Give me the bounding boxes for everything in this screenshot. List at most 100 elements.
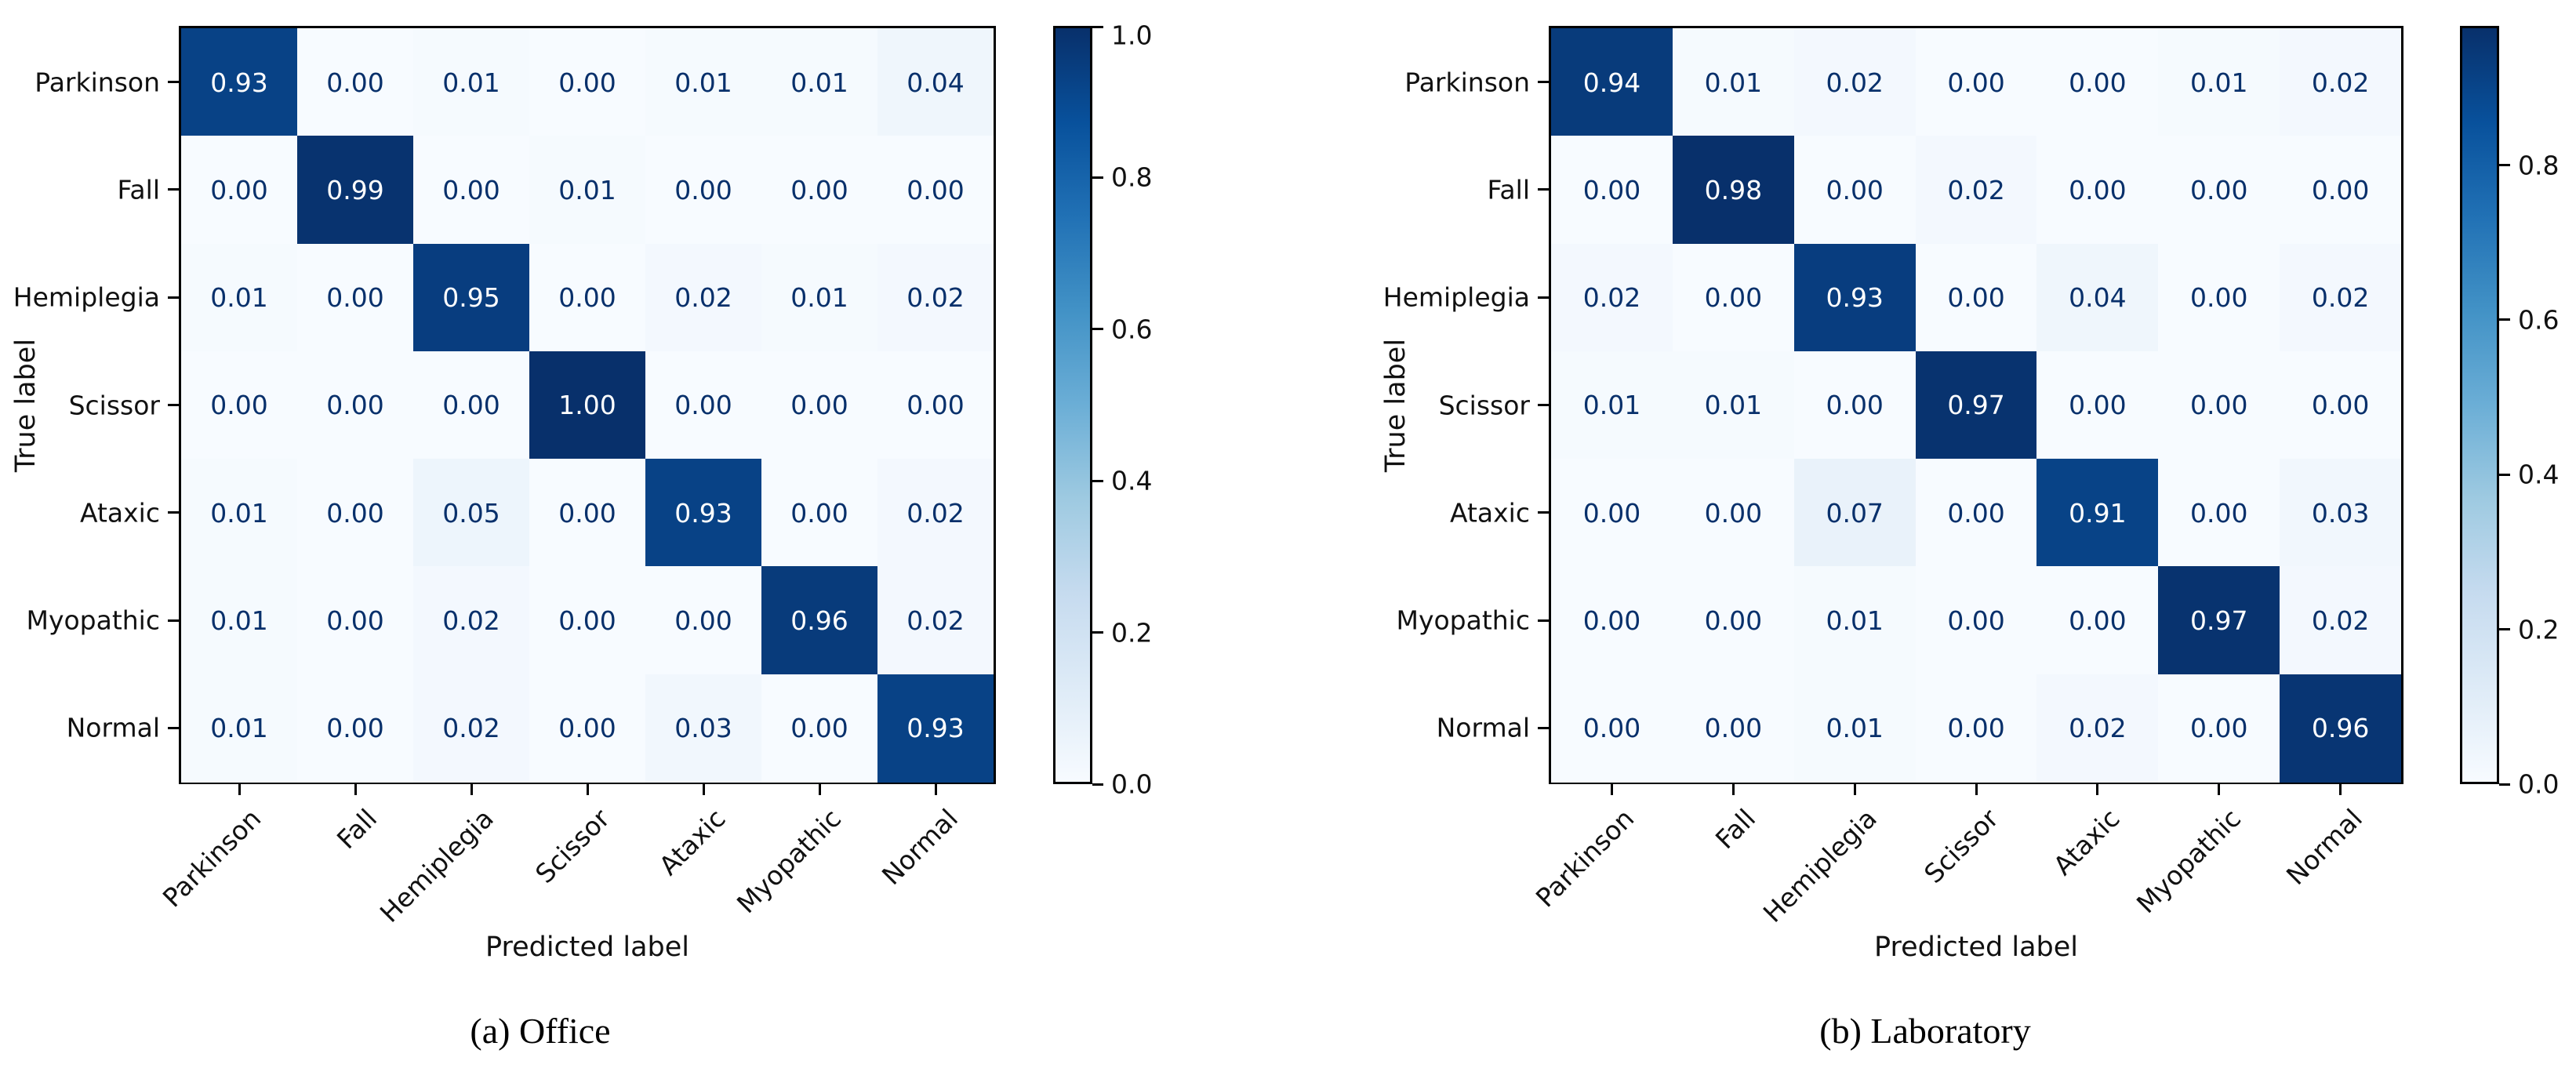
matrix-cell: 0.00	[1551, 674, 1673, 783]
matrix-cell: 0.00	[297, 459, 413, 568]
matrix-cell: 0.00	[645, 351, 761, 460]
x-tick-label: Myopathic	[2131, 803, 2247, 920]
matrix-cell: 0.99	[297, 136, 413, 245]
y-tick-label: Scissor	[68, 390, 160, 420]
matrix-cell: 0.02	[2280, 243, 2402, 352]
heatmap-plot-area: 0.93 0.00 0.01 0.00 0.01 0.01 0.04 0.00 0.99 0.00…	[179, 26, 996, 784]
matrix-cell: 0.00	[297, 243, 413, 352]
matrix-cell: 0.07	[1793, 459, 1916, 568]
matrix-cell: 0.01	[529, 136, 645, 245]
matrix-cell: 0.00	[529, 459, 645, 568]
matrix-cell: 0.00	[1672, 459, 1794, 568]
y-tick-label: Myopathic	[1396, 605, 1530, 636]
matrix-cell: 0.00	[761, 674, 877, 783]
matrix-cell: 0.05	[413, 459, 529, 568]
y-tick-label: Parkinson	[1404, 67, 1530, 98]
colorbar-tick	[1092, 631, 1103, 634]
colorbar-tick-label: 0.4	[2518, 459, 2560, 490]
matrix-cell: 0.01	[1672, 28, 1794, 136]
matrix-cell: 0.93	[181, 28, 297, 136]
matrix-cell: 0.00	[1793, 136, 1916, 245]
x-axis-tick	[702, 784, 705, 795]
matrix-cell: 0.00	[1551, 459, 1673, 568]
y-axis-tick	[1538, 81, 1549, 84]
matrix-cell: 0.00	[1672, 674, 1794, 783]
y-tick-label: Normal	[1436, 712, 1530, 743]
matrix-cell: 0.00	[2158, 136, 2280, 245]
matrix-cell: 0.00	[1793, 351, 1916, 460]
x-axis-tick	[470, 784, 473, 795]
matrix-cell: 0.02	[645, 243, 761, 352]
y-axis-tick	[168, 619, 179, 622]
x-axis-tick	[586, 784, 589, 795]
y-tick-label: Myopathic	[26, 605, 160, 636]
matrix-cell: 0.94	[1551, 28, 1673, 136]
matrix-cell: 0.00	[2158, 243, 2280, 352]
matrix-cell: 0.01	[181, 459, 297, 568]
matrix-cell: 0.00	[2036, 566, 2159, 675]
matrix-cell: 0.00	[2036, 136, 2159, 245]
matrix-cell: 0.00	[1915, 674, 2037, 783]
x-axis-tick	[1610, 784, 1613, 795]
x-tick-label: Parkinson	[1529, 803, 1640, 914]
y-axis-label: True label	[10, 338, 42, 472]
matrix-cell: 0.01	[413, 28, 529, 136]
matrix-cell: 0.00	[877, 136, 994, 245]
y-axis-tick	[168, 188, 179, 191]
matrix-cell: 0.00	[1672, 243, 1794, 352]
matrix-cell: 0.02	[1551, 243, 1673, 352]
colorbar-tick-label: 0.4	[1111, 465, 1153, 496]
matrix-cell: 0.00	[877, 351, 994, 460]
x-axis-tick	[934, 784, 937, 795]
matrix-cell: 0.00	[297, 674, 413, 783]
matrix-cell: 0.00	[529, 566, 645, 675]
y-axis-tick	[168, 726, 179, 729]
matrix-cell: 0.00	[1915, 243, 2037, 352]
colorbar-tick-label: 0.6	[1111, 314, 1153, 345]
matrix-cell: 0.00	[181, 351, 297, 460]
x-axis-tick	[1853, 784, 1856, 795]
y-tick-label: Fall	[1487, 174, 1530, 205]
matrix-cell: 0.01	[181, 674, 297, 783]
matrix-cell: 0.03	[645, 674, 761, 783]
y-axis-tick	[168, 296, 179, 299]
y-axis-tick	[168, 404, 179, 406]
colorbar-tick-label: 0.8	[2518, 150, 2560, 181]
colorbar-tick	[2499, 628, 2510, 631]
y-axis-tick	[1538, 619, 1549, 622]
colorbar-tick	[1092, 328, 1103, 331]
x-tick-label: Ataxic	[652, 803, 732, 881]
matrix-cell: 0.93	[645, 459, 761, 568]
x-tick-label: Fall	[331, 803, 383, 855]
colorbar-tick	[2499, 783, 2510, 786]
matrix-cell: 0.00	[2158, 351, 2280, 460]
matrix-cell: 0.02	[1793, 28, 1916, 136]
subfigure-caption: (b) Laboratory	[1819, 1011, 2031, 1051]
colorbar	[2460, 26, 2499, 784]
colorbar-tick	[2499, 473, 2510, 476]
x-tick-label: Hemiplegia	[1757, 803, 1883, 928]
colorbar-tick-label: 0.8	[1111, 162, 1153, 193]
x-axis-label: Predicted label	[1873, 932, 2079, 963]
y-axis-tick	[1538, 188, 1549, 191]
matrix-cell: 0.93	[877, 674, 994, 783]
matrix-cell: 0.00	[645, 566, 761, 675]
x-tick-label: Fall	[1709, 803, 1761, 855]
y-tick-label: Ataxic	[1450, 497, 1530, 529]
y-tick-label: Hemiplegia	[13, 282, 160, 313]
x-axis-tick	[1975, 784, 1978, 795]
x-tick-label: Ataxic	[2047, 803, 2126, 881]
matrix-cell: 0.98	[1672, 136, 1794, 245]
matrix-cell: 0.93	[1793, 243, 1916, 352]
matrix-cell: 0.02	[2036, 674, 2159, 783]
x-axis-tick	[2218, 784, 2221, 795]
matrix-cell: 0.02	[877, 459, 994, 568]
matrix-cell: 0.97	[1915, 351, 2037, 460]
matrix-cell: 0.00	[1915, 459, 2037, 568]
matrix-cell: 0.00	[529, 28, 645, 136]
x-axis-tick	[2096, 784, 2099, 795]
matrix-cell: 0.00	[2158, 674, 2280, 783]
matrix-cell: 0.96	[2280, 674, 2402, 783]
matrix-cell: 0.95	[413, 243, 529, 352]
colorbar-tick	[1092, 479, 1103, 482]
